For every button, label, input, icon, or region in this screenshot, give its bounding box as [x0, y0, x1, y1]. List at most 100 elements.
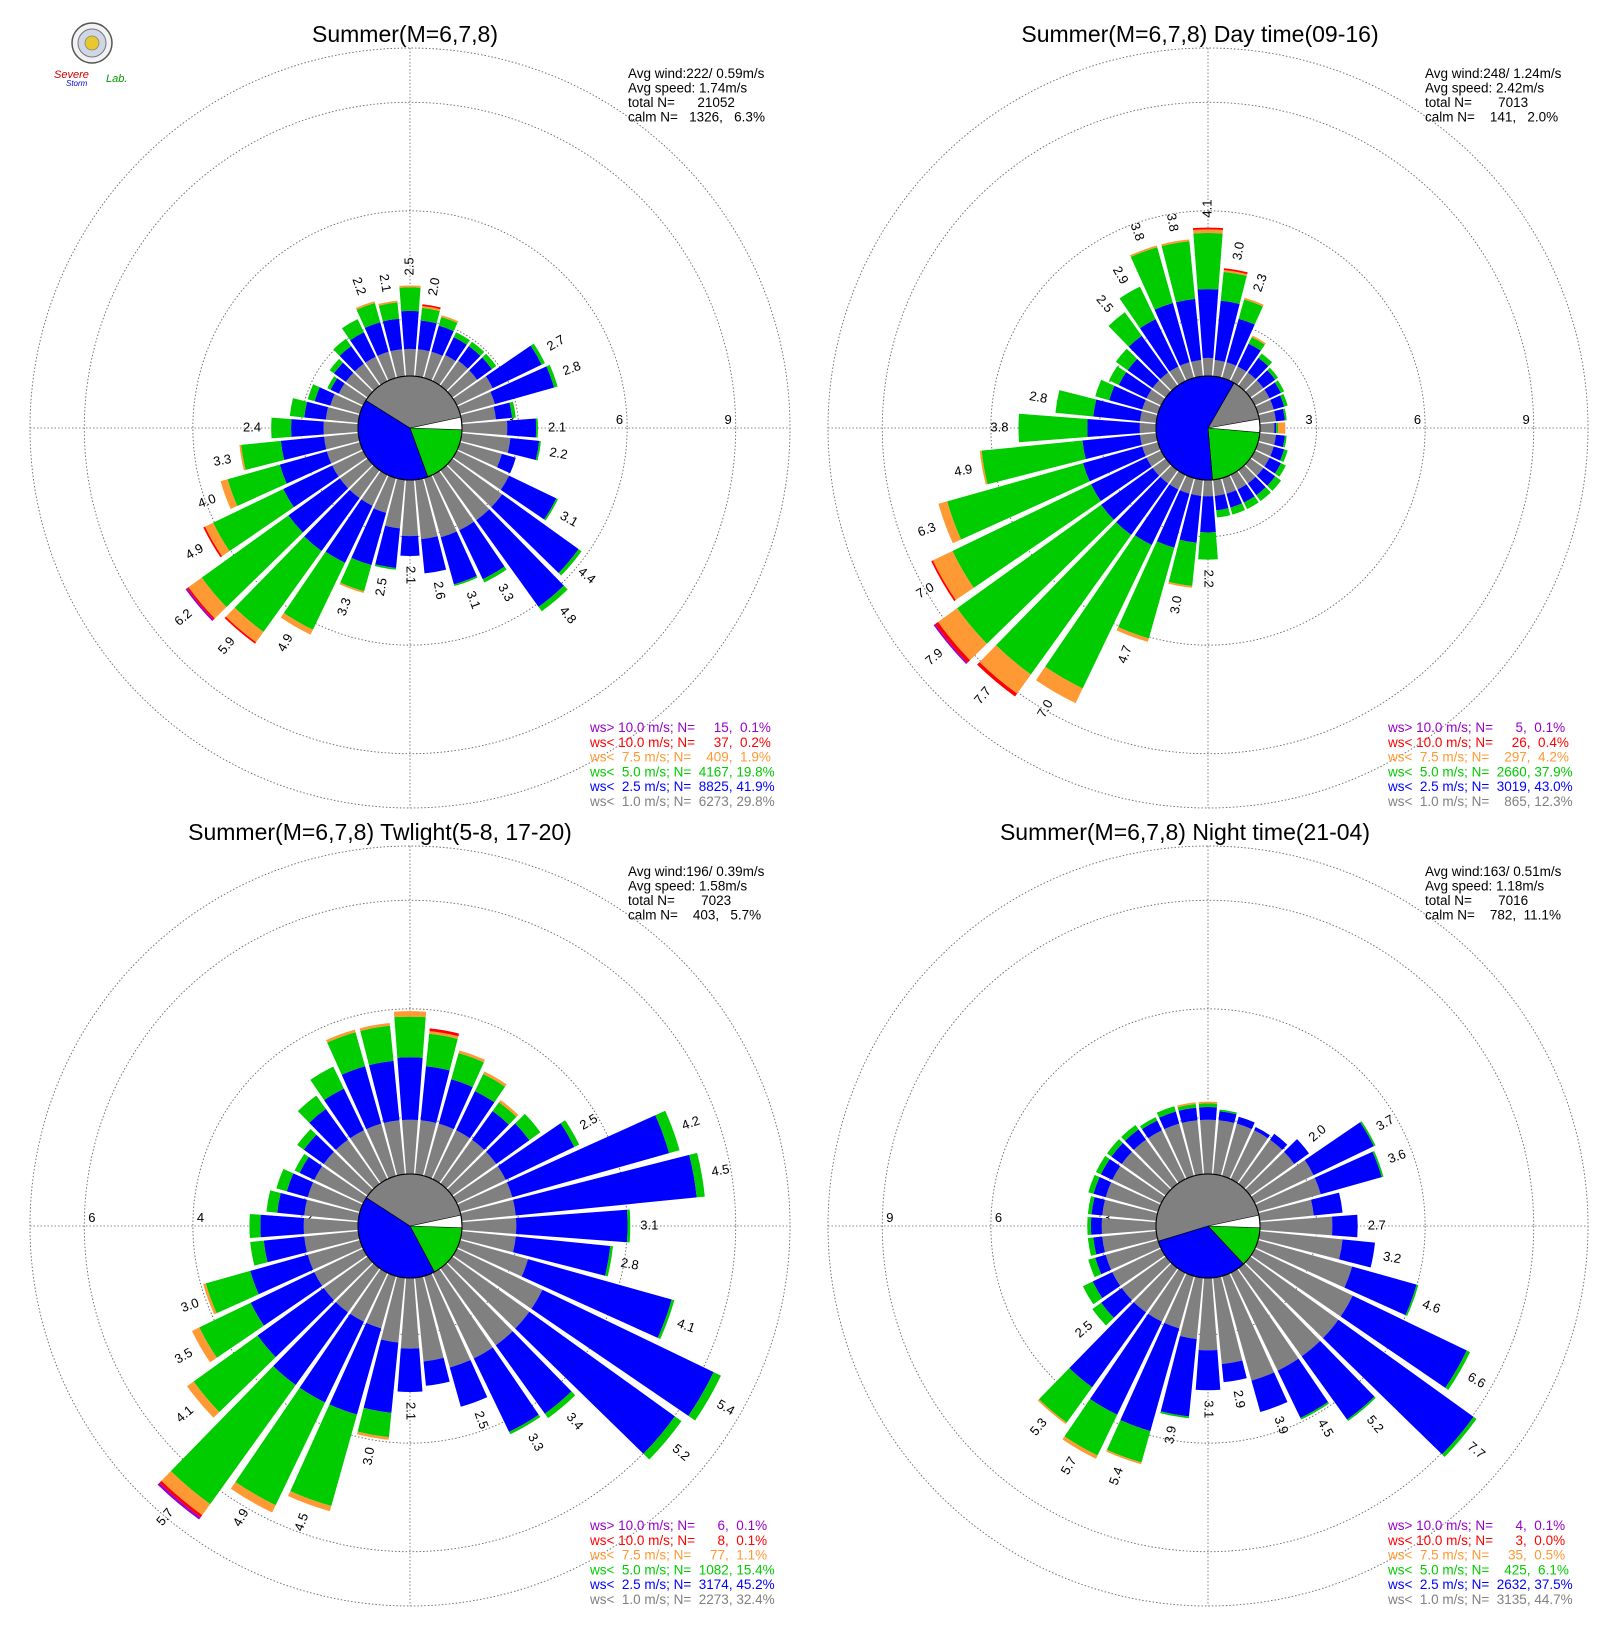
- legend-entry-gt10: ws> 10.0 m/s; N= 4, 0.1%: [1387, 1518, 1565, 1533]
- bar-segment-lt1: [1238, 465, 1256, 484]
- bar-segment-lt1: [1213, 478, 1225, 496]
- bar-segment-lt25: [375, 525, 400, 568]
- bar-segment-lt25: [1270, 395, 1285, 410]
- bar-segment-lt5: [546, 364, 558, 388]
- bar-segment-lt25: [506, 1115, 670, 1198]
- bar-segment-lt25: [1274, 422, 1277, 434]
- bar-segment-lt1: [1222, 362, 1237, 381]
- bar-segment-lt75: [1062, 1436, 1098, 1459]
- bar-segment-lt1: [1245, 380, 1264, 398]
- bar-segment-lt25: [339, 346, 364, 372]
- bar-segment-lt5: [1258, 353, 1273, 367]
- bar-segment-lt25: [250, 1254, 314, 1295]
- bar-segment-lt75: [1106, 1449, 1142, 1465]
- bar-total-label: 2.1: [404, 566, 419, 584]
- legend-entry-lt10: ws< 10.0 m/s; N= 8, 0.1%: [589, 1533, 767, 1548]
- legend-entry-lt75: ws< 7.5 m/s; N= 297, 4.2%: [1387, 750, 1569, 765]
- bar-segment-lt25: [1270, 1133, 1288, 1150]
- bar-segment-lt5: [515, 1113, 541, 1141]
- bar-segment-lt25: [485, 345, 542, 389]
- bar-segment-lt1: [1222, 1273, 1275, 1381]
- bar-segment-lt1: [460, 433, 511, 453]
- bar-segment-lt1: [1181, 1120, 1203, 1176]
- bar-segment-lt5: [1055, 390, 1097, 417]
- bar-segment-lt25: [286, 1173, 314, 1198]
- bar-segment-lt1: [1148, 1130, 1186, 1184]
- bar-segment-lt25: [472, 1111, 509, 1150]
- bar-segment-lt25: [277, 1193, 308, 1216]
- bar-segment-lt25: [1322, 1319, 1474, 1455]
- bar-segment-lt5: [1092, 1302, 1114, 1326]
- bar-segment-lt75: [938, 608, 987, 661]
- bar-segment-lt5: [1220, 271, 1247, 304]
- bar-segment-lt10: [1223, 268, 1248, 275]
- bar-segment-lt1: [307, 1240, 363, 1270]
- bar-segment-lt25: [263, 1236, 308, 1263]
- bar-total-label: 2.7: [1368, 1217, 1386, 1232]
- bar-segment-lt75: [188, 577, 227, 619]
- ring-label: 3: [1305, 412, 1312, 427]
- bar-segment-lt1: [1191, 360, 1203, 378]
- bar-segment-lt1: [1140, 433, 1158, 445]
- bar-segment-lt1: [1169, 470, 1186, 490]
- bar-segment-lt5: [1372, 1150, 1384, 1178]
- bar-segment-lt5: [1130, 247, 1173, 310]
- bar-total-label: 2.5: [577, 1111, 600, 1133]
- bar-segment-lt25: [369, 1060, 400, 1124]
- bar-segment-lt75: [1161, 239, 1190, 247]
- bar-segment-lt25: [1256, 370, 1276, 389]
- bar-segment-lt1: [335, 1263, 380, 1313]
- bar-total-label: 2.7: [544, 332, 567, 354]
- bar-segment-lt25: [1134, 484, 1179, 545]
- bar-total-label: 2.5: [372, 577, 390, 597]
- bar-segment-lt1: [345, 372, 373, 398]
- stat-line: calm N= 1326, 6.3%: [628, 110, 765, 125]
- logo-text-lab: Lab.: [106, 73, 127, 85]
- bar-segment-lt25: [495, 1331, 572, 1414]
- bar-segment-lt1: [447, 1151, 497, 1196]
- bar-segment-lt1: [1222, 1123, 1252, 1179]
- bar-segment-lt1: [1238, 372, 1256, 391]
- bar-total-label: 2.1: [404, 1402, 419, 1420]
- bar-total-label: 3.1: [1202, 1400, 1217, 1418]
- bar-segment-lt25: [515, 1209, 628, 1243]
- bar-total-label: 3.3: [525, 1431, 547, 1454]
- ring-label: 3: [1103, 1210, 1110, 1225]
- bar-total-label: 4.5: [1315, 1416, 1337, 1439]
- bar-segment-lt10: [1192, 227, 1224, 230]
- bar-segment-lt5: [1095, 379, 1115, 401]
- bar-segment-lt1: [432, 470, 474, 531]
- legend-entry-lt1: ws< 1.0 m/s; N= 865, 12.3%: [1387, 794, 1573, 809]
- bar-segment-lt25: [397, 1057, 423, 1121]
- bar-segment-lt5: [307, 384, 320, 402]
- bar-segment-lt25: [1237, 484, 1255, 503]
- bar-segment-lt25: [1218, 1111, 1237, 1124]
- bar-total-label: 3.0: [1167, 595, 1185, 615]
- bar-segment-lt75: [280, 612, 313, 635]
- bar-total-label: 3.5: [172, 1345, 195, 1367]
- bar-segment-lt5: [544, 498, 558, 521]
- stat-line: calm N= 782, 11.1%: [1425, 908, 1561, 923]
- bar-segment-lt25: [1226, 318, 1255, 366]
- bar-segment-lt25: [1127, 358, 1160, 389]
- bar-segment-lt75: [356, 1431, 389, 1440]
- legend-entry-lt1: ws< 1.0 m/s; N= 3135, 44.7%: [1387, 1592, 1573, 1607]
- bar-segment-lt1: [326, 442, 363, 464]
- bar-segment-lt25: [1160, 1336, 1197, 1417]
- bar-segment-lt5: [294, 1153, 309, 1173]
- bar-segment-lt5: [201, 515, 303, 608]
- bar-segment-lt5: [276, 1168, 294, 1192]
- bar-segment-lt5: [1256, 487, 1271, 502]
- bar-total-label: 3.0: [179, 1295, 201, 1315]
- bar-segment-lt25: [250, 1272, 323, 1326]
- legend-entry-lt25: ws< 2.5 m/s; N= 2632, 37.5%: [1387, 1577, 1573, 1592]
- bar-segment-lt75: [288, 1491, 332, 1512]
- range-ring: [990, 210, 1426, 646]
- stat-line: total N= 7013: [1425, 95, 1528, 110]
- bar-segment-lt75: [204, 522, 230, 557]
- bar-total-label: 4.8: [557, 603, 580, 626]
- bar-segment-lt25: [1139, 319, 1179, 372]
- bar-segment-lt75: [1198, 1101, 1218, 1104]
- bar-segment-lt1: [323, 1256, 373, 1301]
